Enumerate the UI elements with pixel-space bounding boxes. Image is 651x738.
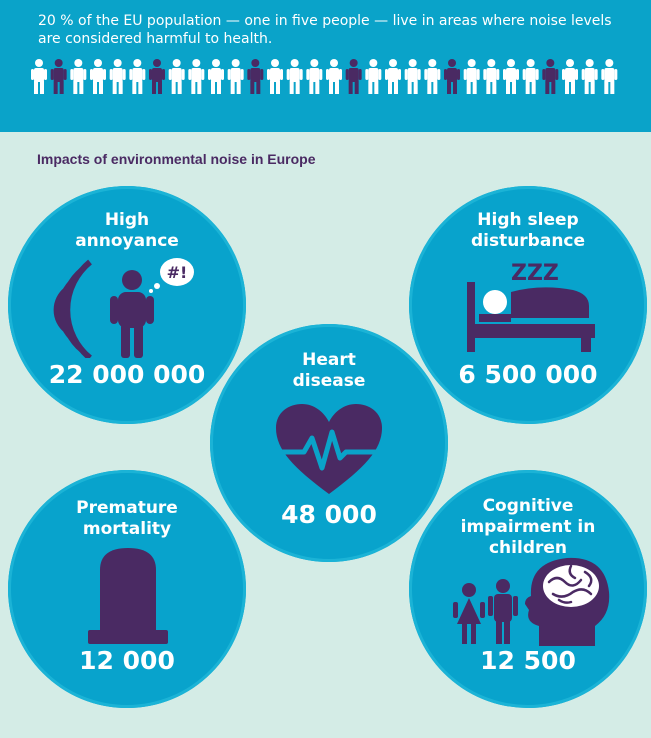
person-icon-highlighted	[149, 59, 165, 94]
person-icon	[503, 59, 519, 94]
section-heading: Impacts of environmental noise in Europe	[37, 151, 316, 167]
banner-text: 20 % of the EU population — one in five …	[38, 13, 612, 47]
bed-sleep-icon: ZZZ	[467, 261, 595, 352]
person-icon	[483, 59, 500, 94]
gravestone-icon	[88, 548, 168, 644]
person-icon	[326, 59, 342, 94]
person-icon	[581, 59, 598, 94]
sleep-text: ZZZ	[511, 261, 559, 286]
person-icon	[90, 59, 106, 94]
impact-circle-sleep: High sleep disturbance ZZZ 6 500 000	[409, 186, 647, 424]
person-icon	[385, 59, 401, 94]
impact-value-heart: 48 000	[281, 500, 377, 529]
impact-title-cognitive: Cognitive impairment in children	[460, 496, 596, 558]
person-icon-highlighted	[247, 59, 264, 94]
impact-value-cognitive: 12 500	[480, 646, 576, 675]
impact-value-sleep: 6 500 000	[458, 360, 598, 389]
impact-value-mortality: 12 000	[79, 646, 175, 675]
impact-value-annoyance: 22 000 000	[48, 360, 206, 389]
people-row-icons	[31, 59, 618, 94]
impact-circle-heart: Heart disease 48 000	[210, 324, 448, 562]
speech-bubble-text: #!	[167, 263, 188, 282]
heart-pulse-icon	[276, 404, 382, 494]
person-icon	[306, 59, 323, 94]
person-icon	[129, 59, 146, 94]
impact-title-sleep: High sleep disturbance	[470, 210, 586, 251]
person-icon	[168, 59, 185, 94]
person-icon	[404, 59, 421, 94]
person-icon	[424, 59, 441, 94]
person-icon	[109, 59, 126, 94]
person-icon	[463, 59, 480, 94]
impact-circle-annoyance: High annoyance #! 22 000 000	[8, 186, 246, 424]
impact-circle-cognitive: Cognitive impairment in children 12 500	[409, 470, 647, 708]
person-icon-highlighted	[50, 59, 67, 94]
person-icon	[188, 59, 205, 94]
children-brain-icon	[453, 557, 610, 646]
person-icon	[267, 59, 283, 94]
person-icon	[365, 59, 382, 94]
person-icon-highlighted	[542, 59, 559, 94]
person-icon-highlighted	[345, 59, 362, 94]
person-icon	[562, 59, 578, 94]
person-icon	[522, 59, 539, 94]
person-icon	[286, 59, 303, 94]
banner: 20 % of the EU population — one in five …	[0, 0, 651, 132]
impact-title-heart: Heart disease	[292, 350, 366, 391]
impact-title-annoyance: High annoyance	[75, 210, 179, 251]
impact-title-mortality: Premature mortality	[76, 498, 178, 539]
person-icon	[31, 59, 47, 94]
sound-waves-person-icon: #!	[53, 258, 194, 358]
person-icon-highlighted	[444, 59, 460, 94]
person-icon	[70, 59, 87, 94]
people-row	[30, 58, 630, 98]
person-icon	[227, 59, 244, 94]
person-icon	[208, 59, 224, 94]
person-icon	[601, 59, 618, 94]
impact-circle-mortality: Premature mortality 12 000	[8, 470, 246, 708]
